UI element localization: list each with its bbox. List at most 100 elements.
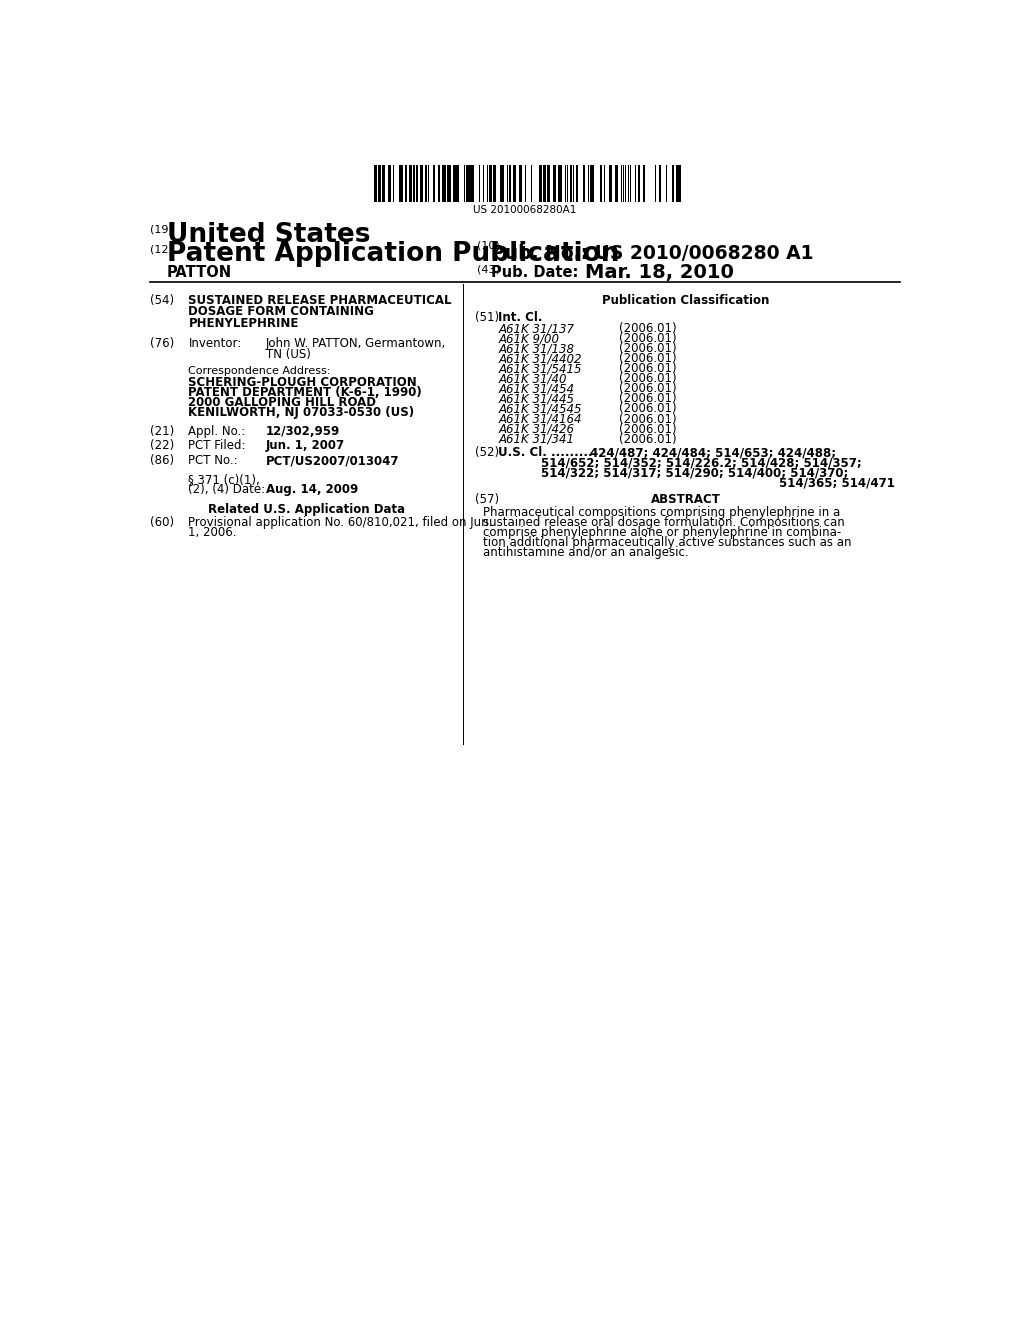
Bar xyxy=(454,165,456,202)
Text: A61K 31/426: A61K 31/426 xyxy=(499,422,574,436)
Text: (2006.01): (2006.01) xyxy=(618,352,676,366)
Text: PATENT DEPARTMENT (K-6-1, 1990): PATENT DEPARTMENT (K-6-1, 1990) xyxy=(188,387,422,400)
Text: 514/652; 514/352; 514/226.2; 514/428; 514/357;: 514/652; 514/352; 514/226.2; 514/428; 51… xyxy=(541,457,862,470)
Text: § 371 (c)(1),: § 371 (c)(1), xyxy=(188,473,260,486)
Bar xyxy=(672,165,674,202)
Bar xyxy=(375,165,376,202)
Text: (43): (43) xyxy=(477,264,500,275)
Bar xyxy=(401,165,403,202)
Text: 514/322; 514/317; 514/290; 514/400; 514/370;: 514/322; 514/317; 514/290; 514/400; 514/… xyxy=(541,466,849,479)
Text: Pub. Date:: Pub. Date: xyxy=(490,264,579,280)
Bar xyxy=(513,165,515,202)
Bar xyxy=(625,165,627,202)
Text: Publication Classification: Publication Classification xyxy=(602,294,770,308)
Bar xyxy=(378,165,380,202)
Text: Pub. No.: US 2010/0068280 A1: Pub. No.: US 2010/0068280 A1 xyxy=(490,244,813,263)
Text: Patent Application Publication: Patent Application Publication xyxy=(167,240,620,267)
Text: ABSTRACT: ABSTRACT xyxy=(651,494,721,507)
Bar xyxy=(470,165,471,202)
Text: 2000 GALLOPING HILL ROAD: 2000 GALLOPING HILL ROAD xyxy=(188,396,377,409)
Text: Int. Cl.: Int. Cl. xyxy=(499,312,543,323)
Text: PCT No.:: PCT No.: xyxy=(188,454,238,467)
Bar xyxy=(615,165,617,202)
Bar xyxy=(509,165,511,202)
Bar xyxy=(678,165,680,202)
Bar xyxy=(420,165,422,202)
Text: sustained release oral dosage formulation. Compositions can: sustained release oral dosage formulatio… xyxy=(483,516,845,529)
Text: (2006.01): (2006.01) xyxy=(618,383,676,396)
Text: A61K 31/454: A61K 31/454 xyxy=(499,383,574,396)
Text: A61K 31/4545: A61K 31/4545 xyxy=(499,403,582,416)
Text: A61K 31/40: A61K 31/40 xyxy=(499,372,567,385)
Text: Inventor:: Inventor: xyxy=(188,337,242,350)
Bar xyxy=(547,165,548,202)
Text: (2006.01): (2006.01) xyxy=(618,422,676,436)
Text: (57): (57) xyxy=(475,494,500,507)
Text: (10): (10) xyxy=(477,240,500,251)
Bar xyxy=(493,165,495,202)
Text: Correspondence Address:: Correspondence Address: xyxy=(188,367,331,376)
Bar xyxy=(447,165,450,202)
Text: Related U.S. Application Data: Related U.S. Application Data xyxy=(208,503,404,516)
Text: (2006.01): (2006.01) xyxy=(618,363,676,375)
Bar xyxy=(466,165,467,202)
Text: (86): (86) xyxy=(150,454,174,467)
Text: (2006.01): (2006.01) xyxy=(618,433,676,446)
Bar xyxy=(583,165,586,202)
Bar xyxy=(548,165,550,202)
Bar xyxy=(433,165,435,202)
Text: 514/365; 514/471: 514/365; 514/471 xyxy=(779,477,895,490)
Text: SUSTAINED RELEASE PHARMACEUTICAL: SUSTAINED RELEASE PHARMACEUTICAL xyxy=(188,294,452,308)
Bar xyxy=(425,165,427,202)
Text: (2006.01): (2006.01) xyxy=(618,342,676,355)
Text: John W. PATTON, Germantown,: John W. PATTON, Germantown, xyxy=(266,337,446,350)
Bar xyxy=(610,165,612,202)
Bar xyxy=(591,165,592,202)
Bar xyxy=(457,165,459,202)
Bar xyxy=(443,165,445,202)
Text: (2006.01): (2006.01) xyxy=(618,392,676,405)
Text: (19): (19) xyxy=(150,224,173,235)
Text: TN (US): TN (US) xyxy=(266,348,311,360)
Text: (2006.01): (2006.01) xyxy=(618,333,676,346)
Bar xyxy=(388,165,390,202)
Text: Pharmaceutical compositions comprising phenylephrine in a: Pharmaceutical compositions comprising p… xyxy=(483,506,841,519)
Text: (2006.01): (2006.01) xyxy=(618,403,676,416)
Bar xyxy=(502,165,504,202)
Text: 1, 2006.: 1, 2006. xyxy=(188,527,237,540)
Bar xyxy=(417,165,418,202)
Bar xyxy=(410,165,411,202)
Text: A61K 31/445: A61K 31/445 xyxy=(499,392,574,405)
Text: Provisional application No. 60/810,021, filed on Jun.: Provisional application No. 60/810,021, … xyxy=(188,516,493,529)
Text: (52): (52) xyxy=(475,446,500,459)
Text: (2), (4) Date:: (2), (4) Date: xyxy=(188,483,265,496)
Bar xyxy=(575,165,578,202)
Text: (54): (54) xyxy=(150,294,174,308)
Text: comprise phenylephrine alone or phenylephrine in combina-: comprise phenylephrine alone or phenylep… xyxy=(483,525,841,539)
Bar xyxy=(600,165,602,202)
Text: (60): (60) xyxy=(150,516,174,529)
Text: A61K 9/00: A61K 9/00 xyxy=(499,333,559,346)
Text: Mar. 18, 2010: Mar. 18, 2010 xyxy=(586,263,734,282)
Bar xyxy=(554,165,555,202)
Bar xyxy=(520,165,521,202)
Text: Aug. 14, 2009: Aug. 14, 2009 xyxy=(266,483,358,496)
Text: (2006.01): (2006.01) xyxy=(618,412,676,425)
Bar xyxy=(592,165,594,202)
Bar xyxy=(406,165,407,202)
Text: US 20100068280A1: US 20100068280A1 xyxy=(473,205,577,215)
Text: antihistamine and/or an analgesic.: antihistamine and/or an analgesic. xyxy=(483,545,688,558)
Text: (2006.01): (2006.01) xyxy=(618,322,676,335)
Text: 424/487; 424/484; 514/653; 424/488;: 424/487; 424/484; 514/653; 424/488; xyxy=(590,446,836,459)
Text: KENILWORTH, NJ 07033-0530 (US): KENILWORTH, NJ 07033-0530 (US) xyxy=(188,407,415,420)
Text: (51): (51) xyxy=(475,312,500,323)
Bar xyxy=(560,165,562,202)
Text: (76): (76) xyxy=(150,337,174,350)
Bar xyxy=(495,165,496,202)
Bar xyxy=(468,165,470,202)
Bar xyxy=(643,165,645,202)
Text: Appl. No.:: Appl. No.: xyxy=(188,425,246,438)
Text: A61K 31/138: A61K 31/138 xyxy=(499,342,574,355)
Text: A61K 31/137: A61K 31/137 xyxy=(499,322,574,335)
Text: A61K 31/4402: A61K 31/4402 xyxy=(499,352,582,366)
